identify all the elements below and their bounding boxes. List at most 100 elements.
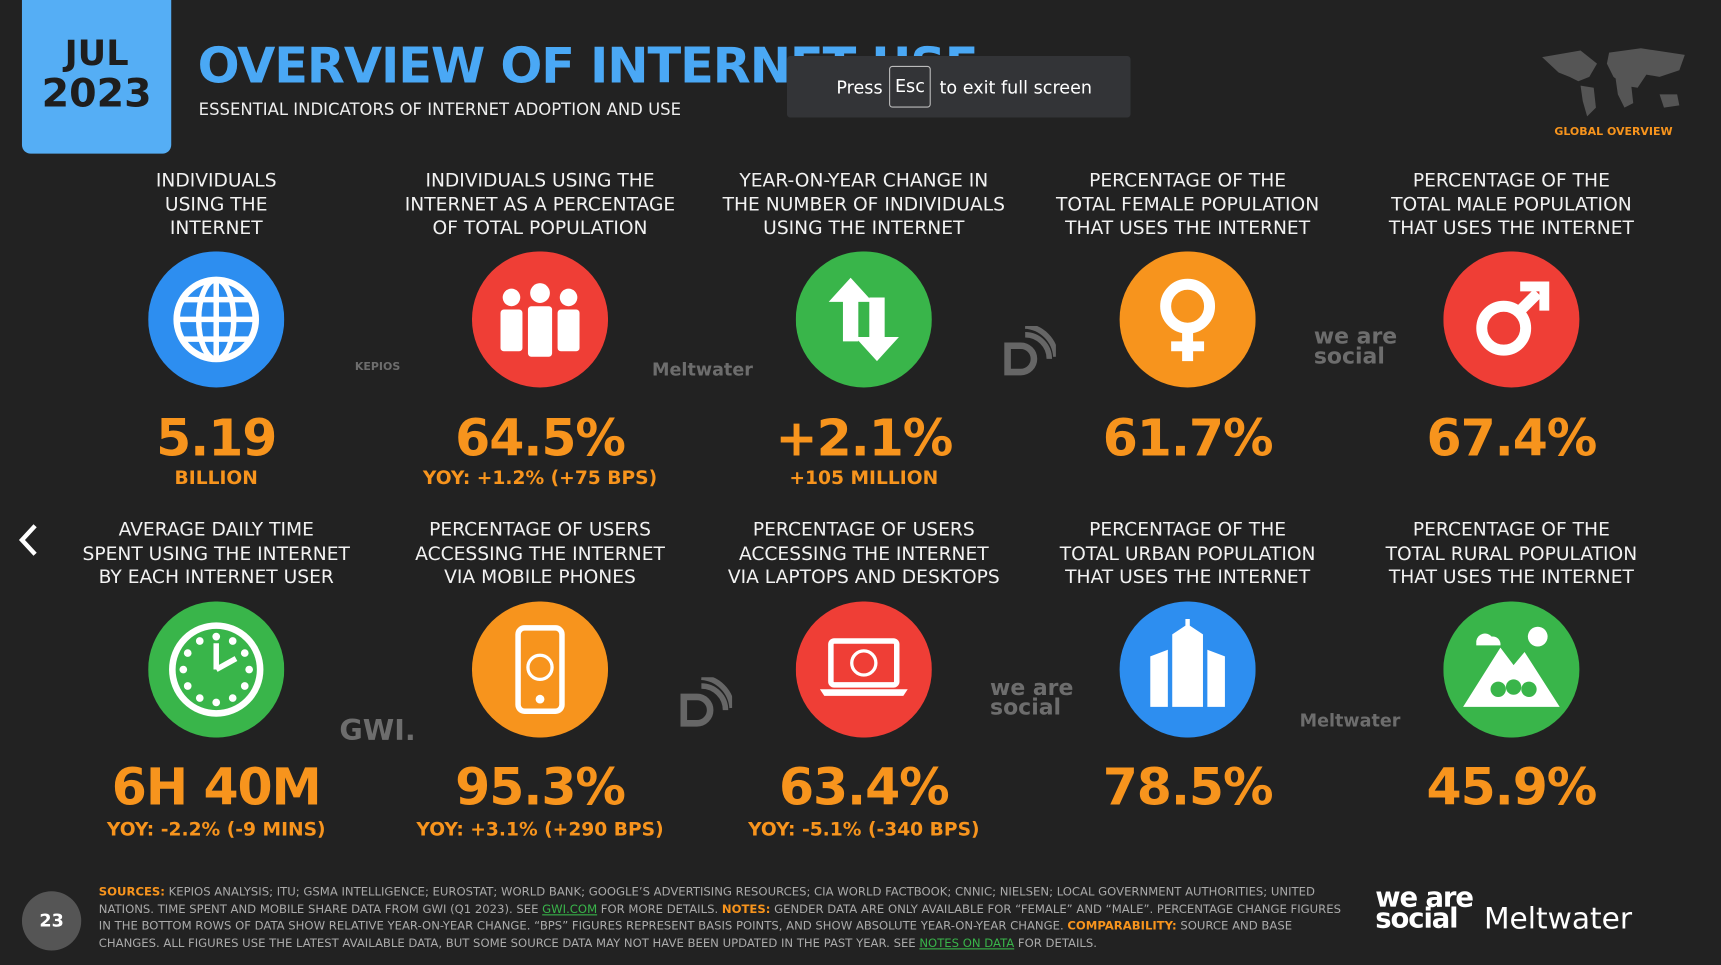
brand-logo: Meltwater — [1483, 902, 1633, 937]
esc-key: Esc — [889, 65, 931, 108]
footnote-link[interactable]: NOTES ON DATA — [919, 936, 1015, 950]
label-line: INDIVIDUALS USING THE — [425, 170, 655, 193]
card-label: YEAR-ON-YEAR CHANGE IN THE NUMBER OF INDI… — [705, 170, 1023, 241]
partner-logo: Meltwater — [652, 358, 753, 380]
partner-logo: GWI. — [339, 714, 416, 748]
label-line: PERCENTAGE OF THE — [1089, 170, 1287, 193]
footnote-text: GENDER DATA ARE ONLY AVAILABLE FOR “FEMA… — [98, 902, 1341, 933]
icon-graphic — [795, 601, 932, 738]
label-line: THAT USES THE INTERNET — [1065, 217, 1311, 240]
toast-text: Press — [836, 76, 883, 98]
icon-graphic — [471, 601, 609, 738]
footnote-label: SOURCES: — [98, 885, 165, 899]
label-line: TOTAL URBAN POPULATION — [1059, 542, 1316, 565]
month: JUL — [64, 31, 129, 74]
label-line: YEAR-ON-YEAR CHANGE IN — [739, 170, 989, 193]
year: 2023 — [41, 71, 152, 117]
card-subvalue: +105 MILLION — [789, 467, 939, 490]
icon-graphic — [1443, 251, 1580, 388]
card-value: 61.7% — [1102, 408, 1274, 468]
toast-text: to exit full screen — [939, 76, 1093, 98]
card-label: AVERAGE DAILY TIME SPENT USING THE INTERN… — [57, 519, 375, 590]
partner-logo-mark — [677, 674, 735, 736]
card-icon — [795, 251, 932, 391]
card-icon — [148, 601, 285, 741]
fullscreen-toast: Press Esc to exit full screen — [786, 55, 1131, 118]
card-icon — [471, 601, 609, 741]
card-label: INDIVIDUALS USING THE INTERNET — [57, 170, 375, 241]
footnote-label: COMPARABILITY: — [1067, 919, 1177, 933]
label-line: USING THE — [164, 193, 268, 216]
card-subvalue: BILLION — [174, 467, 258, 490]
card-icon — [1119, 601, 1256, 741]
footnote-link[interactable]: GWI.COM — [542, 902, 598, 916]
label-line: PERCENTAGE OF USERS — [752, 519, 975, 542]
label-line: ACCESSING THE INTERNET — [415, 542, 665, 565]
card-label: INDIVIDUALS USING THE INTERNET AS A PERCE… — [381, 170, 699, 241]
card-value: 64.5% — [455, 408, 626, 468]
card-label: PERCENTAGE OF THE TOTAL MALE POPULATION TH… — [1352, 170, 1670, 241]
card-label: PERCENTAGE OF USERS ACCESSING THE INTERNE… — [381, 519, 699, 590]
label-line: SPENT USING THE INTERNET — [82, 542, 350, 565]
label-line: THAT USES THE INTERNET — [1388, 566, 1634, 589]
card-subvalue: YOY: -2.2% (-9 MINS) — [106, 818, 326, 841]
world-map — [1542, 48, 1685, 117]
icon-graphic — [148, 601, 285, 738]
label-line: VIA MOBILE PHONES — [444, 566, 636, 589]
card-label: PERCENTAGE OF THE TOTAL URBAN POPULATION T… — [1028, 519, 1346, 590]
icon-graphic — [795, 251, 932, 388]
label-line: OF TOTAL POPULATION — [432, 217, 648, 240]
footnote-text: FOR MORE DETAILS. — [597, 902, 722, 916]
label-line: PERCENTAGE OF THE — [1412, 519, 1610, 542]
partner-logo: KEPIOS — [354, 361, 401, 374]
footnote-label: NOTES: — [721, 902, 771, 916]
card-value: 5.19 — [156, 408, 277, 468]
icon-graphic — [471, 251, 609, 388]
label-line: BY EACH INTERNET USER — [98, 566, 334, 589]
label-line: THE NUMBER OF INDIVIDUALS — [722, 193, 1005, 216]
label-line: PERCENTAGE OF THE — [1089, 519, 1287, 542]
card-icon — [471, 251, 609, 391]
label-line: INTERNET AS A PERCENTAGE — [404, 193, 676, 216]
card-value: 45.9% — [1426, 757, 1598, 817]
card-icon — [795, 601, 932, 741]
card-subvalue: YOY: +3.1% (+290 BPS) — [416, 818, 664, 841]
partner-logo: we are social — [1313, 322, 1398, 369]
partner-logo: Meltwater — [1299, 710, 1401, 732]
logo-graphic — [680, 674, 735, 727]
subtitle: ESSENTIAL INDICATORS OF INTERNET ADOPTIO… — [198, 99, 681, 120]
card-label: PERCENTAGE OF THE TOTAL FEMALE POPULATION… — [1028, 170, 1346, 241]
card-value: 63.4% — [778, 757, 950, 817]
logo-graphic — [1004, 323, 1059, 376]
previous-slide[interactable] — [15, 522, 41, 557]
partner-logo-mark — [1001, 323, 1059, 385]
footnote: SOURCES: KEPIOS ANALYSIS; ITU; GSMA INTE… — [99, 885, 1350, 953]
partner-logo: we are social — [990, 673, 1074, 721]
card-subvalue: YOY: -5.1% (-340 BPS) — [748, 818, 980, 841]
section-label: GLOBAL OVERVIEW — [1554, 126, 1673, 139]
card-icon — [1443, 251, 1580, 391]
card-value: 95.3% — [455, 757, 626, 817]
label-line: TOTAL MALE POPULATION — [1391, 193, 1632, 216]
card-value: 6H 40M — [111, 757, 322, 817]
card-value: 67.4% — [1426, 408, 1598, 468]
card-label: PERCENTAGE OF USERS ACCESSING THE INTERNE… — [705, 519, 1023, 590]
card-icon — [1119, 251, 1256, 391]
page-number: 23 — [21, 891, 82, 951]
card-label: PERCENTAGE OF THE TOTAL RURAL POPULATION T… — [1352, 519, 1670, 590]
footnote-text: SOURCE AND BASE CHANGES. ALL FIGURES USE… — [98, 919, 1293, 950]
label-line: TOTAL RURAL POPULATION — [1385, 542, 1638, 565]
icon-graphic — [1119, 251, 1256, 388]
date-badge: JUL 2023 — [21, 0, 172, 154]
label-line: PERCENTAGE OF THE — [1412, 170, 1610, 193]
icon-graphic — [1119, 601, 1256, 738]
label-line: ACCESSING THE INTERNET — [738, 542, 989, 565]
label-line: INDIVIDUALS — [155, 170, 277, 193]
label-line: THAT USES THE INTERNET — [1388, 217, 1634, 240]
footnote-text: KEPIOS ANALYSIS; ITU; GSMA INTELLIGENCE;… — [98, 885, 1315, 916]
card-subvalue: YOY: +1.2% (+75 BPS) — [422, 467, 658, 490]
footnote-text: FOR DETAILS. — [1014, 936, 1097, 950]
label-line: TOTAL FEMALE POPULATION — [1056, 193, 1320, 216]
